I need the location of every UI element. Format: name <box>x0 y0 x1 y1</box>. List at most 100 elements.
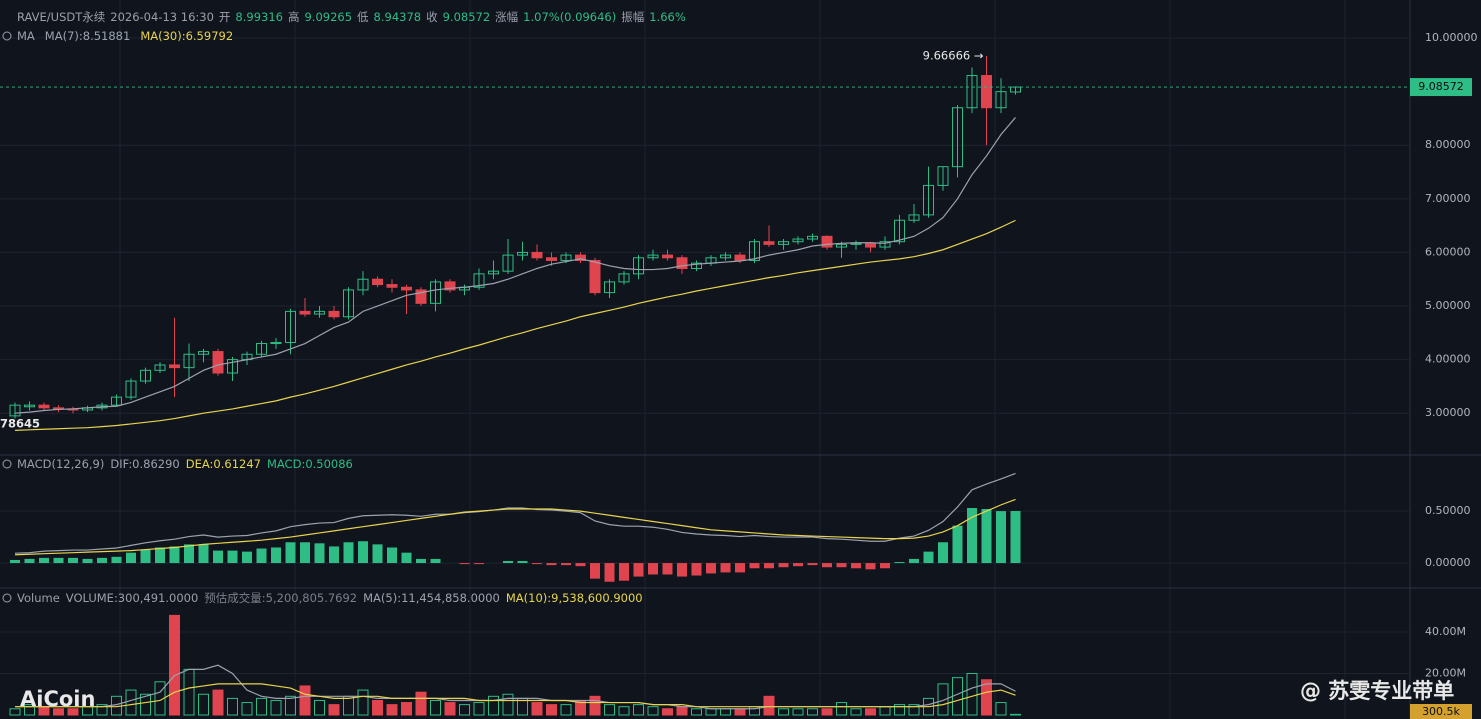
legend-item: MA(30):6.59792 <box>140 29 233 43</box>
candle-body <box>531 251 543 259</box>
candle-body <box>488 270 499 275</box>
candle-body <box>865 242 876 248</box>
candle-body <box>9 404 21 417</box>
legend-item: 收 <box>426 10 438 24</box>
candle-body <box>169 364 180 369</box>
volume-bar <box>198 693 209 716</box>
macd-bar <box>880 563 890 569</box>
candle-body <box>821 235 833 248</box>
legend-item: MA <box>17 29 35 43</box>
macd-bar <box>300 542 310 564</box>
volume-bar <box>589 695 601 716</box>
ma-line <box>14 472 1016 554</box>
macd-bar <box>358 541 368 564</box>
macd-bar <box>764 563 774 569</box>
candle-body <box>415 289 427 304</box>
candle-body <box>198 351 209 355</box>
legend-item: VOLUME:300,491.0000 <box>66 591 199 605</box>
macd-bar <box>619 563 629 581</box>
macd-bar <box>967 507 977 564</box>
macd-bar <box>242 551 252 564</box>
current-price-box <box>1410 78 1472 97</box>
volume-bar <box>125 689 137 716</box>
macd-bar <box>532 563 542 565</box>
legend-item: 高 <box>288 10 300 24</box>
volume-bar <box>488 695 499 716</box>
volume-bar <box>604 704 615 716</box>
y-tick-label: 7.00000 <box>1425 192 1471 205</box>
legend: MACD(12,26,9) DIF:0.86290 DEA:0.61247 MACD:… <box>17 457 353 471</box>
volume-bar <box>67 708 79 716</box>
volume-bar <box>894 704 905 716</box>
macd-bar <box>865 563 876 570</box>
watermark: @ 苏雯专业带单 <box>1300 679 1454 703</box>
candle-body <box>140 369 151 382</box>
macd-bar <box>735 563 745 573</box>
macd-bar <box>24 558 35 564</box>
macd-bar <box>329 546 339 564</box>
volume-bar <box>314 699 325 716</box>
volume-bar <box>140 693 151 716</box>
volume-bar <box>778 708 789 716</box>
macd-bar <box>981 509 992 564</box>
legend-item: 振幅 <box>621 10 644 24</box>
macd-bar <box>909 558 919 564</box>
candle-body <box>879 241 891 248</box>
volume-bar <box>647 706 659 716</box>
macd-bar <box>430 558 441 564</box>
candle-body <box>386 284 398 288</box>
candle-body <box>24 404 35 408</box>
macd-bar <box>39 557 49 564</box>
volume-bar <box>241 702 253 716</box>
candle-body <box>183 353 195 369</box>
candle-body <box>328 310 340 318</box>
volume-bar <box>807 708 818 716</box>
candle-body <box>676 257 688 269</box>
candle-body <box>966 75 978 109</box>
candle-body <box>749 241 760 261</box>
legend-item: 9.08572 <box>443 10 491 24</box>
macd-bar <box>387 547 397 564</box>
header: RAVE/USDT永续 2026-04-13 16:30 开 8.99316 高 9.09… <box>17 10 686 24</box>
volume-bar <box>372 699 383 716</box>
ma-line <box>14 219 1016 431</box>
legend-item: 8.94378 <box>374 10 422 24</box>
ma-line <box>14 498 1016 556</box>
candle-body <box>372 278 383 286</box>
ma-line <box>15 683 1016 708</box>
max-label: 9.66666 → <box>923 48 984 62</box>
candle-body <box>575 254 586 261</box>
macd-bar <box>140 549 151 564</box>
volume-bar <box>821 708 833 716</box>
candle-body <box>285 310 296 343</box>
macd-bar <box>648 563 658 575</box>
candle-body <box>430 281 441 304</box>
macd-bar <box>590 563 600 579</box>
legend-item: 1.07%(0.09646) <box>523 10 616 24</box>
macd-bar <box>633 563 644 577</box>
candle-body <box>444 281 456 291</box>
ma-line <box>14 117 1016 414</box>
macd-bar <box>561 563 571 566</box>
candle-body <box>792 238 804 243</box>
macd-bar <box>517 560 528 564</box>
volume-bar <box>734 708 746 716</box>
volume-bar <box>763 695 775 716</box>
candle-body <box>807 235 818 240</box>
volume-bar <box>966 672 978 716</box>
candle-body <box>546 257 557 261</box>
y-tick-label: 4.00000 <box>1425 353 1471 366</box>
candle-body <box>937 166 949 186</box>
macd-bar <box>10 559 20 564</box>
candle-body <box>357 278 369 291</box>
macd-bar <box>720 563 731 573</box>
macd-bar <box>343 542 354 564</box>
candle-body <box>894 219 905 243</box>
current-price-label: 9.08572 <box>1418 80 1464 93</box>
candle-body <box>995 91 1007 109</box>
macd-bar <box>822 563 832 568</box>
y-tick-label: 40.00M <box>1425 625 1466 638</box>
volume-bar <box>299 685 311 716</box>
volume-bar <box>169 614 180 716</box>
